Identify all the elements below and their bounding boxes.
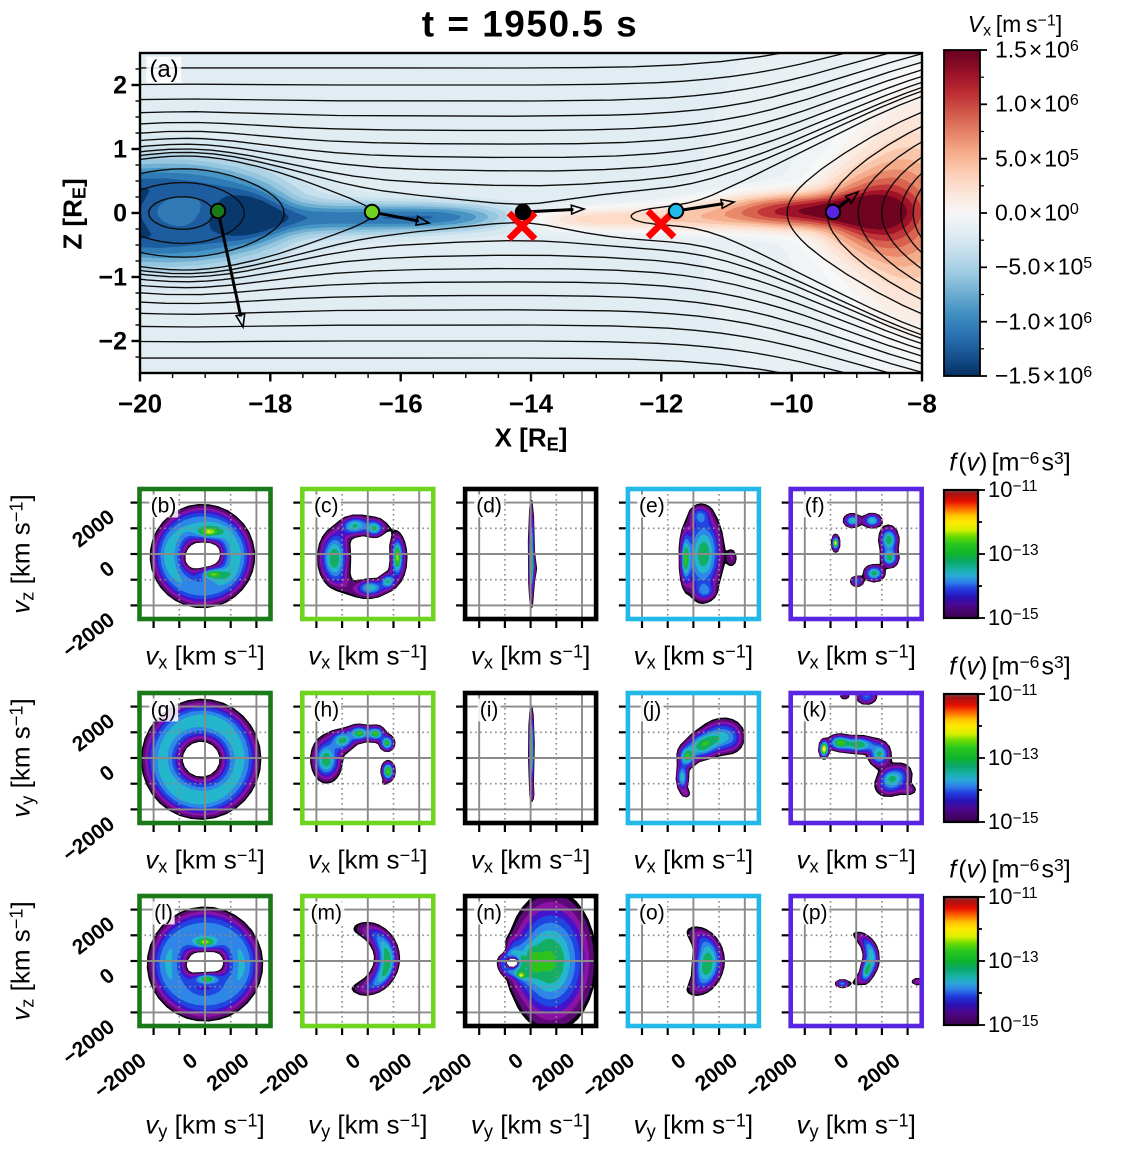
svg-text:2000: 2000 (854, 1049, 905, 1096)
svg-text:2000: 2000 (365, 1049, 416, 1096)
svg-text:−2000: −2000 (58, 1015, 119, 1069)
svg-text:0: 0 (342, 1049, 365, 1074)
svg-text:0: 0 (96, 964, 119, 989)
svg-text:2000: 2000 (68, 709, 119, 756)
svg-text:−2000: −2000 (578, 1049, 639, 1103)
svg-text:2000: 2000 (691, 1049, 742, 1096)
svg-text:2000: 2000 (528, 1049, 579, 1096)
svg-text:−2000: −2000 (90, 1049, 151, 1103)
svg-text:−2000: −2000 (253, 1049, 314, 1103)
svg-text:0: 0 (96, 557, 119, 582)
svg-text:−2000: −2000 (58, 812, 119, 866)
svg-text:−2000: −2000 (416, 1049, 477, 1103)
svg-text:2000: 2000 (68, 505, 119, 552)
svg-text:0: 0 (504, 1049, 527, 1074)
svg-text:0: 0 (179, 1049, 202, 1074)
svg-text:−2000: −2000 (741, 1049, 802, 1103)
svg-text:0: 0 (667, 1049, 690, 1074)
svg-text:0: 0 (96, 761, 119, 786)
svg-text:0: 0 (830, 1049, 853, 1074)
svg-text:−2000: −2000 (58, 608, 119, 662)
svg-text:2000: 2000 (203, 1049, 254, 1096)
svg-text:2000: 2000 (68, 912, 119, 959)
